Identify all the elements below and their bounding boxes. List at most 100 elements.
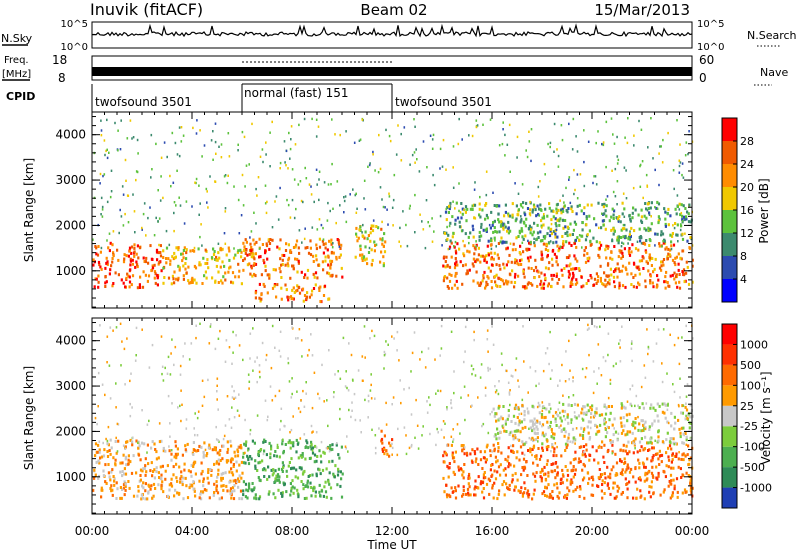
heatmap-cell — [129, 402, 131, 406]
heatmap-cell — [287, 357, 289, 360]
heatmap-cell — [474, 217, 477, 220]
heatmap-cell — [302, 389, 304, 393]
heatmap-cell — [609, 267, 612, 271]
heatmap-cell — [523, 409, 526, 413]
heatmap-cell — [125, 440, 128, 444]
heatmap-cell — [319, 454, 322, 458]
heatmap-cell — [640, 259, 644, 263]
heatmap-cell — [280, 276, 283, 279]
heatmap-cell — [585, 448, 588, 452]
heatmap-cell — [531, 424, 534, 428]
heatmap-cell — [553, 469, 556, 473]
heatmap-cell — [339, 133, 341, 137]
heatmap-cell — [533, 269, 536, 273]
heatmap-cell — [318, 170, 321, 173]
heatmap-cell — [382, 264, 385, 268]
heatmap-cell — [571, 148, 574, 151]
heatmap-cell — [474, 374, 477, 377]
heatmap-cell — [471, 460, 474, 464]
heatmap-cell — [185, 271, 188, 275]
heatmap-cell — [669, 333, 671, 336]
heatmap-cell — [505, 430, 508, 433]
heatmap-cell — [143, 467, 146, 470]
heatmap-cell — [291, 377, 293, 380]
heatmap-cell — [564, 225, 567, 229]
heatmap-cell — [565, 350, 567, 353]
heatmap-cell — [514, 248, 517, 252]
heatmap-cell — [578, 234, 581, 237]
heatmap-cell — [516, 478, 519, 482]
heatmap-cell — [170, 484, 174, 488]
heatmap-cell — [520, 263, 523, 266]
heatmap-cell — [463, 452, 466, 456]
heatmap-cell — [286, 262, 289, 266]
heatmap-cell — [379, 167, 382, 171]
heatmap-cell — [227, 132, 230, 135]
heatmap-cell — [327, 183, 330, 186]
heatmap-cell — [533, 488, 536, 492]
heatmap-cell — [102, 474, 105, 478]
heatmap-cell — [557, 154, 560, 158]
heatmap-cell — [623, 247, 626, 251]
heatmap-cell — [229, 487, 233, 491]
heatmap-cell — [599, 475, 602, 479]
heatmap-cell — [634, 437, 637, 441]
heatmap-cell — [574, 333, 577, 336]
heatmap-cell — [289, 276, 292, 280]
heatmap-cell — [238, 414, 241, 417]
nsearch-tick-top: 10^5 — [697, 19, 724, 30]
heatmap-cell — [228, 480, 231, 484]
heatmap-cell — [294, 257, 297, 261]
colorbar-segment — [722, 210, 737, 233]
heatmap-cell — [285, 164, 287, 167]
heatmap-cell — [221, 457, 224, 461]
heatmap-cell — [195, 324, 197, 327]
heatmap-cell — [235, 334, 237, 337]
heatmap-cell — [92, 258, 95, 262]
heatmap-cell — [377, 226, 380, 230]
heatmap-cell — [669, 473, 673, 477]
heatmap-cell — [143, 202, 146, 205]
heatmap-cell — [194, 460, 197, 464]
heatmap-cell — [667, 465, 670, 469]
heatmap-cell — [644, 285, 647, 289]
heatmap-cell — [654, 408, 657, 412]
heatmap-cell — [621, 251, 624, 255]
heatmap-cell — [606, 465, 609, 469]
heatmap-cell — [447, 475, 450, 479]
heatmap-cell — [213, 482, 216, 486]
heatmap-cell — [607, 274, 610, 278]
heatmap-cell — [202, 455, 205, 459]
heatmap-cell — [273, 284, 276, 288]
heatmap-cell — [115, 497, 118, 500]
heatmap-cell — [466, 271, 469, 275]
heatmap-cell — [567, 436, 570, 440]
heatmap-cell — [681, 220, 684, 223]
heatmap-cell — [375, 243, 378, 246]
heatmap-cell — [656, 232, 659, 236]
heatmap-cell — [600, 445, 603, 449]
heatmap-cell — [543, 416, 546, 420]
heatmap-cell — [171, 255, 174, 259]
heatmap-cell — [461, 212, 464, 216]
heatmap-cell — [98, 440, 101, 443]
heatmap-cell — [500, 220, 503, 224]
heatmap-cell — [617, 486, 621, 490]
heatmap-cell — [212, 158, 214, 161]
heatmap-cell — [316, 183, 318, 186]
heatmap-cell — [457, 142, 460, 146]
heatmap-cell — [482, 487, 485, 490]
heatmap-cell — [564, 442, 568, 446]
heatmap-cell — [526, 489, 530, 493]
heatmap-cell — [162, 266, 165, 270]
heatmap-cell — [443, 231, 446, 235]
colorbar-segment — [722, 344, 737, 365]
heatmap-cell — [605, 274, 608, 278]
heatmap-cell — [252, 327, 254, 330]
heatmap-cell — [96, 422, 98, 426]
heatmap-cell — [388, 192, 390, 195]
heatmap-cell — [555, 413, 558, 416]
heatmap-cell — [510, 280, 513, 284]
heatmap-cell — [491, 473, 494, 477]
heatmap-cell — [680, 211, 683, 215]
